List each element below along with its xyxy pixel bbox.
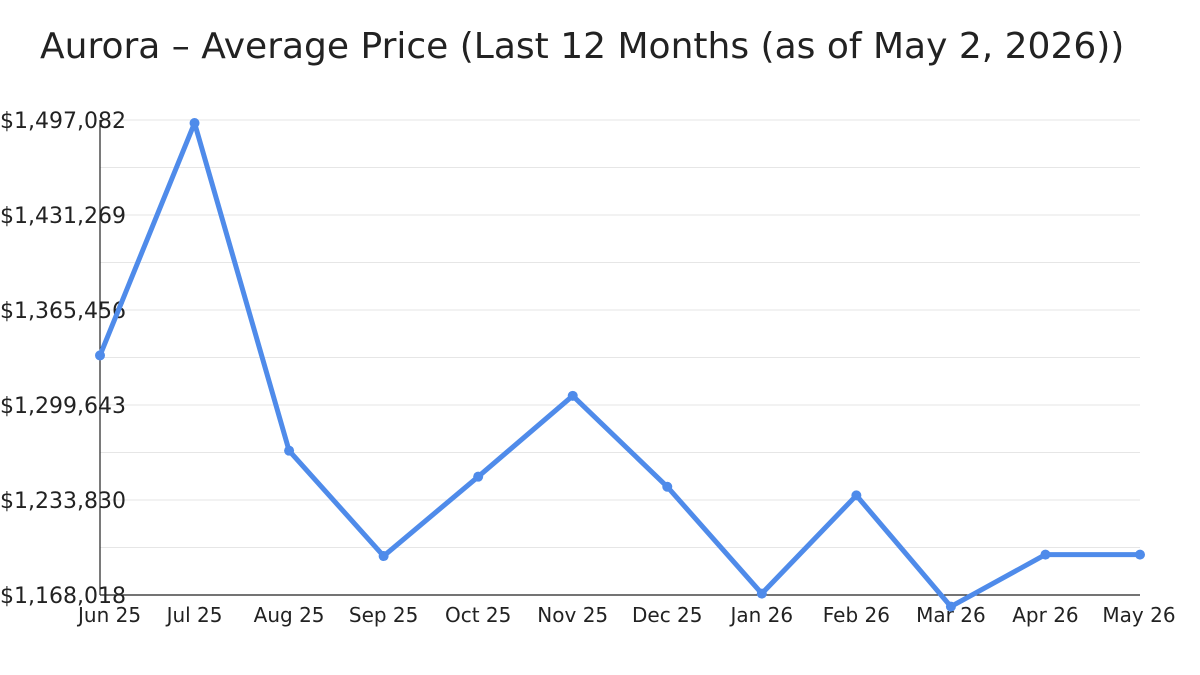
data-point	[1135, 549, 1145, 560]
data-point	[378, 551, 389, 562]
x-tick-label: Dec 25	[632, 603, 703, 627]
data-point	[662, 481, 673, 492]
data-point	[95, 350, 105, 361]
x-tick-label: Nov 25	[537, 603, 608, 627]
data-point	[189, 118, 200, 129]
y-tick-label: $1,431,269	[0, 204, 126, 229]
data-point	[851, 490, 862, 501]
data-point	[945, 601, 956, 612]
x-tick-label: Jul 25	[165, 603, 223, 627]
y-tick-label: $1,497,082	[0, 109, 126, 134]
series-line	[97, 120, 1143, 610]
x-tick-label: Oct 25	[445, 603, 511, 627]
y-tick-label: $1,168,018	[0, 584, 126, 609]
x-tick-label: Jun 25	[76, 603, 141, 627]
x-tick-label: Apr 26	[1012, 603, 1078, 627]
gridlines	[100, 119, 1140, 549]
chart-title: Aurora – Average Price (Last 12 Months (…	[40, 26, 1125, 67]
y-tick-label: $1,299,643	[0, 394, 126, 419]
data-point	[473, 471, 484, 482]
series-group	[95, 118, 1145, 612]
x-tick-label: Aug 25	[254, 603, 325, 627]
x-tick-label: May 26	[1102, 603, 1175, 627]
data-point	[1040, 549, 1051, 560]
y-tick-label: $1,365,456	[0, 299, 126, 324]
x-tick-label: Sep 25	[349, 603, 419, 627]
x-tick-label: Jan 26	[728, 603, 793, 627]
data-point	[756, 588, 767, 599]
y-tick-label: $1,233,830	[0, 489, 126, 514]
x-tick-label: Feb 26	[823, 603, 890, 627]
y-tick-labels: $1,168,018 $1,233,830 $1,299,643 $1,365,456…	[0, 109, 126, 609]
data-point	[284, 445, 295, 456]
x-tick-labels: Jun 25 Jul 25 Aug 25 Sep 25 Oct 25 Nov 25 Dec …	[76, 603, 1176, 627]
data-point	[567, 390, 578, 401]
